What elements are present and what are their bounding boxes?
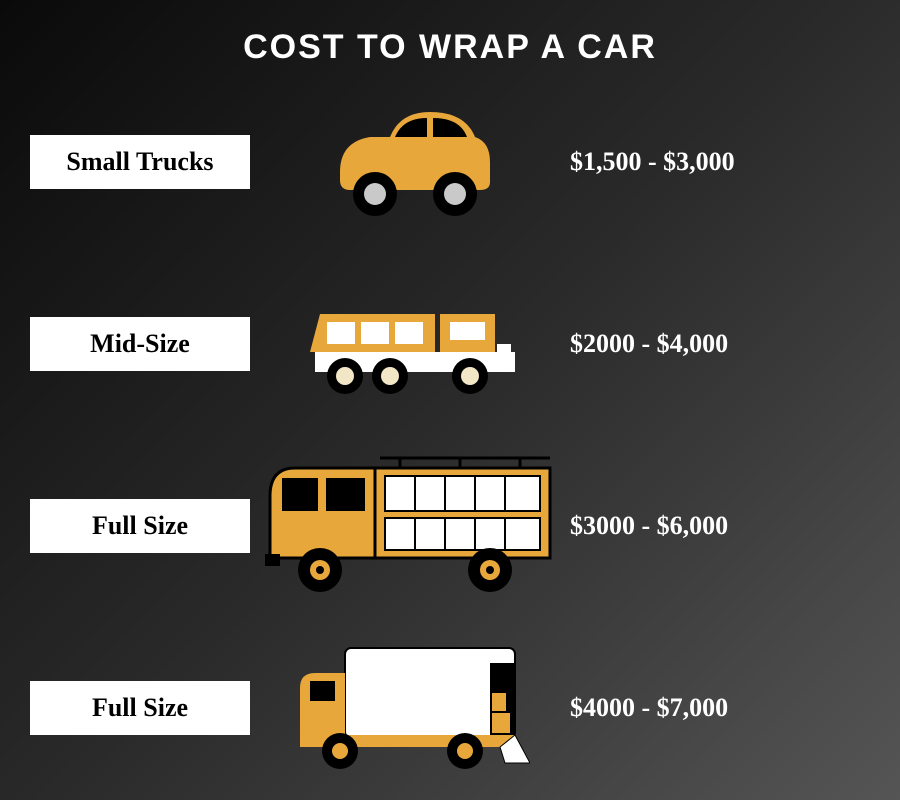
vehicle-icon-cell — [250, 633, 570, 783]
pricing-rows: Small Trucks $1,500 - $3,000 Mid-Size — [0, 67, 900, 783]
fire-truck-icon — [260, 446, 560, 606]
pricing-row: Full Size — [0, 451, 900, 601]
size-label: Mid-Size — [30, 317, 250, 371]
size-label: Small Trucks — [30, 135, 250, 189]
vehicle-icon-cell — [250, 92, 570, 232]
price-text: $3000 - $6,000 — [570, 511, 900, 541]
price-text: $4000 - $7,000 — [570, 693, 900, 723]
car-icon — [315, 92, 505, 232]
pricing-row: Small Trucks $1,500 - $3,000 — [0, 87, 900, 237]
pricing-row: Mid-Size $ — [0, 269, 900, 419]
price-text: $2000 - $4,000 — [570, 329, 900, 359]
box-truck-icon — [290, 633, 530, 783]
pricing-row: Full Size — [0, 633, 900, 783]
vehicle-icon-cell — [250, 274, 570, 414]
page-title: COST TO WRAP A CAR — [0, 0, 900, 67]
price-text: $1,500 - $3,000 — [570, 147, 900, 177]
size-label: Full Size — [30, 681, 250, 735]
size-label: Full Size — [30, 499, 250, 553]
vehicle-icon-cell — [250, 446, 570, 606]
dump-truck-icon — [305, 274, 515, 414]
